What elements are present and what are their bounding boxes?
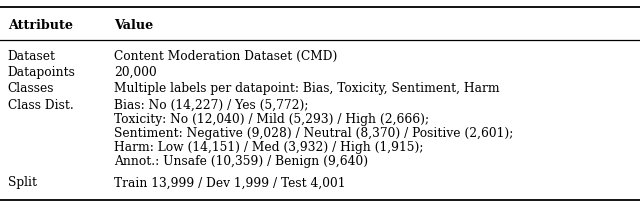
Text: Datapoints: Datapoints — [8, 66, 76, 79]
Text: Content Moderation Dataset (CMD): Content Moderation Dataset (CMD) — [114, 49, 337, 63]
Text: Train 13,999 / Dev 1,999 / Test 4,001: Train 13,999 / Dev 1,999 / Test 4,001 — [114, 176, 346, 190]
Text: Bias: No (14,227) / Yes (5,772);: Bias: No (14,227) / Yes (5,772); — [114, 98, 308, 112]
Text: Attribute: Attribute — [8, 19, 73, 32]
Text: Dataset: Dataset — [8, 49, 56, 63]
Text: Value: Value — [114, 19, 153, 32]
Text: 20,000: 20,000 — [114, 66, 157, 79]
Text: Annot.: Unsafe (10,359) / Benign (9,640): Annot.: Unsafe (10,359) / Benign (9,640) — [114, 154, 368, 168]
Text: Classes: Classes — [8, 82, 54, 96]
Text: Sentiment: Negative (9,028) / Neutral (8,370) / Positive (2,601);: Sentiment: Negative (9,028) / Neutral (8… — [114, 126, 513, 140]
Text: Multiple labels per datapoint: Bias, Toxicity, Sentiment, Harm: Multiple labels per datapoint: Bias, Tox… — [114, 82, 500, 96]
Text: Harm: Low (14,151) / Med (3,932) / High (1,915);: Harm: Low (14,151) / Med (3,932) / High … — [114, 140, 424, 154]
Text: Class Dist.: Class Dist. — [8, 98, 74, 112]
Text: Split: Split — [8, 176, 36, 190]
Text: Toxicity: No (12,040) / Mild (5,293) / High (2,666);: Toxicity: No (12,040) / Mild (5,293) / H… — [114, 112, 429, 126]
